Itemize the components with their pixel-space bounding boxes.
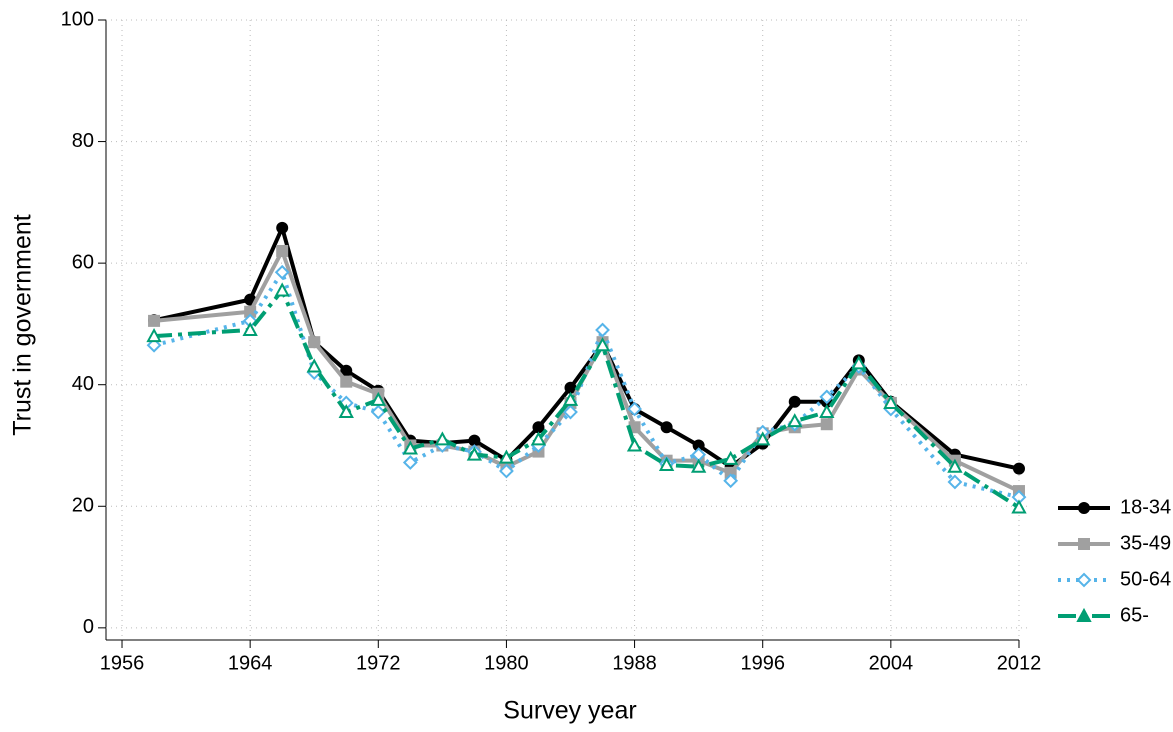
point	[722, 450, 739, 465]
point	[947, 458, 963, 473]
point	[276, 221, 289, 234]
point	[594, 337, 611, 352]
legend-label: 65-	[1120, 604, 1149, 626]
point	[498, 449, 515, 464]
point	[563, 404, 578, 420]
point	[723, 473, 739, 489]
point	[274, 282, 290, 297]
point	[468, 434, 481, 447]
series-line	[153, 225, 1020, 471]
x-tick-label: 1988	[612, 652, 657, 674]
point	[1076, 572, 1092, 588]
point	[274, 264, 290, 280]
point	[788, 395, 801, 408]
point	[276, 244, 289, 257]
point	[626, 437, 643, 452]
legend-label: 50-64	[1120, 568, 1171, 590]
point	[595, 322, 610, 338]
point	[1076, 607, 1092, 622]
point	[499, 463, 514, 479]
point	[883, 394, 899, 409]
x-axis-title: Survey year	[503, 697, 636, 725]
point	[466, 446, 483, 461]
point	[1011, 499, 1027, 514]
point	[146, 337, 162, 353]
y-tick-label: 60	[72, 251, 94, 273]
point	[562, 391, 579, 406]
x-tick-label: 1972	[356, 652, 401, 674]
point	[532, 421, 545, 434]
point	[787, 413, 803, 428]
x-tick-label: 2012	[997, 652, 1042, 674]
point	[690, 458, 707, 473]
y-tick-label: 80	[72, 130, 94, 152]
x-tick-label: 1964	[228, 652, 273, 674]
x-tick-label: 1980	[484, 652, 529, 674]
point	[530, 431, 547, 446]
point	[308, 336, 321, 349]
point	[340, 375, 353, 388]
y-tick-label: 40	[72, 373, 94, 395]
point	[146, 327, 162, 343]
point	[851, 355, 867, 370]
y-axis-title: Trust in government	[9, 214, 37, 435]
series-line	[153, 270, 1020, 500]
point	[1078, 502, 1090, 514]
point	[755, 431, 771, 446]
series-line	[153, 288, 1021, 510]
legend-label: 35-49	[1120, 532, 1171, 554]
point	[627, 401, 642, 417]
point	[148, 314, 161, 327]
point	[306, 358, 322, 373]
y-tick-label: 20	[72, 495, 94, 517]
point	[564, 381, 577, 394]
point	[660, 421, 673, 434]
point	[947, 474, 963, 490]
point	[338, 403, 354, 419]
point	[1078, 538, 1090, 550]
point	[819, 389, 835, 405]
point	[242, 321, 258, 336]
y-tick-label: 100	[61, 8, 94, 30]
point	[402, 440, 419, 455]
y-tick-label: 0	[83, 616, 94, 638]
point	[402, 455, 418, 470]
legend-label: 18-34	[1120, 496, 1171, 518]
point	[370, 391, 386, 406]
point	[370, 404, 386, 420]
point	[820, 418, 833, 431]
point	[434, 431, 451, 446]
point	[658, 456, 675, 471]
x-tick-label: 2004	[869, 652, 914, 674]
x-tick-label: 1956	[100, 652, 145, 674]
point	[1012, 462, 1025, 475]
x-tick-label: 1996	[740, 652, 785, 674]
point	[819, 403, 835, 419]
